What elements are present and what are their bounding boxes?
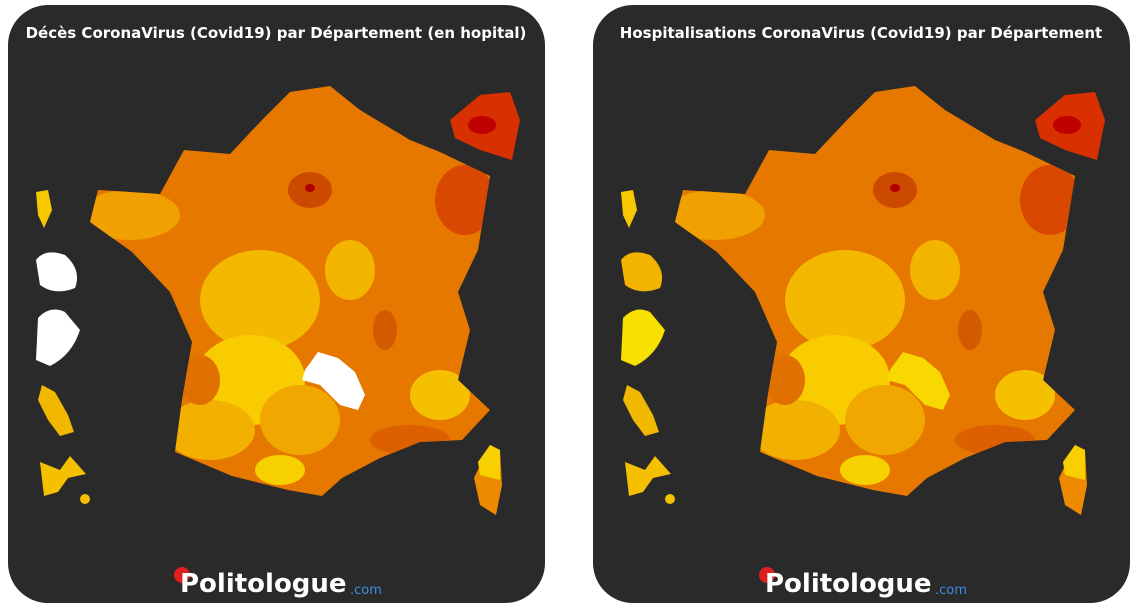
panel: Hospitalisations CoronaVirus (Covid19) p… xyxy=(593,5,1130,603)
dept xyxy=(887,352,950,410)
logo: Politologue xyxy=(765,569,932,599)
reunion xyxy=(621,252,663,292)
logo-suffix: .com xyxy=(935,583,967,598)
panel-title: Hospitalisations CoronaVirus (Covid19) p… xyxy=(620,24,1102,42)
logo-icon xyxy=(759,567,775,583)
panel: Décès CoronaVirus (Covid19) par Départem… xyxy=(8,5,545,603)
reunion xyxy=(36,252,78,292)
logo: Politologue xyxy=(180,569,347,599)
panel-title: Décès CoronaVirus (Covid19) par Départem… xyxy=(26,24,527,42)
guyane xyxy=(621,309,665,366)
logo-suffix: .com xyxy=(350,583,382,598)
logo-icon xyxy=(174,567,190,583)
dept xyxy=(302,352,365,410)
guyane xyxy=(36,309,80,366)
